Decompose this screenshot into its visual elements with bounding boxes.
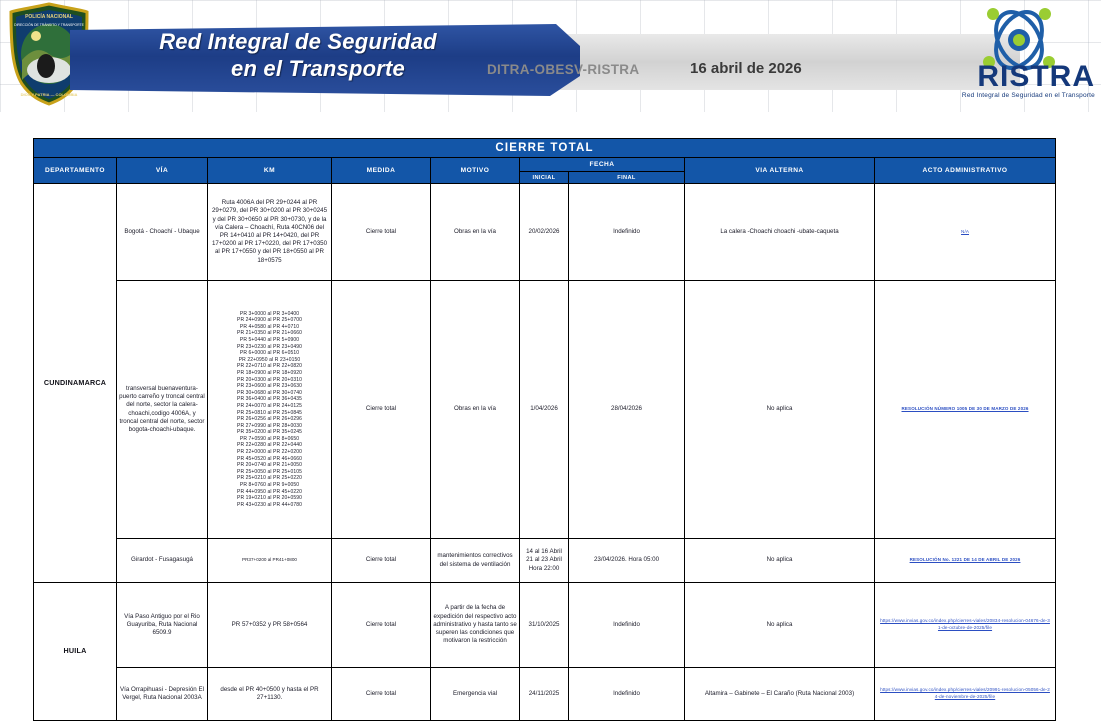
cell-km: PR37+0200 al PR41+0800 <box>207 538 332 583</box>
cell-via: Vía Orrapihuasi - Depresión El Vergel, R… <box>116 667 208 721</box>
cell-medida: Cierre total <box>331 667 431 721</box>
acto-administrativo-link[interactable]: RESOLUCIÓN No. 1221 DE 14 DE ABRIL DE 20… <box>909 557 1021 563</box>
cell-acto-administrativo: https://www.invias.gov.co/index.php/cier… <box>873 582 1057 668</box>
svg-text:DIRECCIÓN DE TRÁNSITO Y TRANSP: DIRECCIÓN DE TRÁNSITO Y TRANSPORTE <box>14 22 84 27</box>
cell-medida: Cierre total <box>331 582 431 668</box>
cell-fecha-inicial: 1/04/2026 <box>519 280 569 539</box>
cell-fecha-final: Indefinido <box>568 667 685 721</box>
banner-line-2: en el Transporte <box>231 56 405 81</box>
cell-fecha-inicial: 31/10/2025 <box>519 582 569 668</box>
table-title: CIERRE TOTAL <box>32 138 1057 158</box>
cell-motivo: Obras en la vía <box>430 280 520 539</box>
cierre-total-table-container: CIERRE TOTAL DEPARTAMENTO VÍA KM MEDIDA … <box>32 138 1057 721</box>
header-subtitle: DITRA-OBESV-RISTRA <box>487 62 640 77</box>
header-banner-shape <box>70 24 580 96</box>
ristra-atom-icon <box>983 8 1055 70</box>
cell-departamento: CUNDINAMARCA <box>33 183 117 583</box>
svg-text:DIOS Y PATRIA — COLOMBIA: DIOS Y PATRIA — COLOMBIA <box>21 92 78 97</box>
col-medida: MEDIDA <box>331 157 431 184</box>
cell-km: desde el PR 40+0500 y hasta el PR 27+113… <box>207 667 332 721</box>
table-header-row-1: DEPARTAMENTO VÍA KM MEDIDA MOTIVO FECHA … <box>33 157 1057 184</box>
cierre-total-table: CIERRE TOTAL DEPARTAMENTO VÍA KM MEDIDA … <box>32 138 1057 721</box>
header-date: 16 abril de 2026 <box>690 60 802 77</box>
cell-fecha-final: Indefinido <box>568 582 685 668</box>
cell-acto-administrativo: RESOLUCIÓN No. 1221 DE 14 DE ABRIL DE 20… <box>873 538 1057 583</box>
table-body: CUNDINAMARCA Bogotá - Choachí - Ubaque Rut… <box>33 183 1057 721</box>
table-row: transversal buenaventura-puerto carreño … <box>34 280 1057 539</box>
col-via: VÍA <box>116 157 208 184</box>
col-fecha-final: FINAL <box>568 171 685 184</box>
col-via-alterna: VIA ALTERNA <box>684 157 875 184</box>
cell-motivo: mantenimientos correctivos del sistema d… <box>430 538 520 583</box>
acto-administrativo-link[interactable]: RESOLUCIÓN NÚMERO 1005 DE 30 DE MARZO DE… <box>901 406 1029 412</box>
cell-acto-administrativo: N/A <box>873 183 1057 281</box>
cell-motivo: Obras en la vía <box>430 183 520 281</box>
cell-via: Vía Paso Antiguo por el Rio Guayuriba, R… <box>116 582 208 668</box>
col-acto-administrativo: ACTO ADMINISTRATIVO <box>873 157 1057 184</box>
cell-via: Girardot - Fusagasugá <box>116 538 208 583</box>
cell-departamento: HUILA <box>33 582 117 721</box>
cell-via-alterna: No aplica <box>684 280 875 539</box>
cell-fecha-final: 23/04/2026. Hora 05:00 <box>568 538 685 583</box>
cell-km: Ruta 4006A del PR 29+0244 al PR 29+0279,… <box>207 183 332 281</box>
acto-administrativo-link[interactable]: https://www.invias.gov.co/index.php/cier… <box>880 687 1050 699</box>
police-shield-icon: POLICÍA NACIONAL DIRECCIÓN DE TRÁNSITO Y… <box>9 2 89 106</box>
table-row: Vía Orrapihuasi - Depresión El Vergel, R… <box>34 667 1057 721</box>
header-banner-title: Red Integral de Seguridad en el Transpor… <box>88 28 508 82</box>
svg-text:POLICÍA NACIONAL: POLICÍA NACIONAL <box>25 12 73 20</box>
cell-acto-administrativo: https://www.invias.gov.co/index.php/cier… <box>873 667 1057 721</box>
col-fecha: FECHA <box>519 157 685 172</box>
banner-line-1: Red Integral de Seguridad <box>159 29 437 54</box>
cell-fecha-final: Indefinido <box>568 183 685 281</box>
cell-fecha-inicial: 20/02/2026 <box>519 183 569 281</box>
cell-fecha-final: 28/04/2026 <box>568 280 685 539</box>
table-row: HUILA Vía Paso Antiguo por el Rio Guayuri… <box>33 582 1057 721</box>
cell-fecha-inicial: 24/11/2025 <box>519 667 569 721</box>
col-fecha-inicial: INICIAL <box>519 171 569 184</box>
acto-administrativo-link[interactable]: N/A <box>961 228 969 234</box>
col-departamento: DEPARTAMENTO <box>33 157 117 184</box>
col-km: KM <box>207 157 332 184</box>
cell-via: Bogotá - Choachí - Ubaque <box>116 183 208 281</box>
cell-fecha-inicial: 14 al 16 Abril 21 al 23 Abril Hora 22:00 <box>519 538 569 583</box>
cell-via-alterna: Altamira – Gabinete – El Caraño (Ruta Na… <box>684 667 875 721</box>
cell-via-alterna: La calera -Choachi choachi -ubate-caquet… <box>684 183 875 281</box>
ristra-tagline: Red Integral de Seguridad en el Transpor… <box>961 92 1095 99</box>
table-row: Girardot - Fusagasugá PR37+0200 al PR41+0… <box>34 538 1057 583</box>
cell-medida: Cierre total <box>331 538 431 583</box>
cell-via-alterna: No aplica <box>684 538 875 583</box>
cell-via-alterna: No aplica <box>684 582 875 668</box>
cell-medida: Cierre total <box>331 183 431 281</box>
cell-medida: Cierre total <box>331 280 431 539</box>
cell-km: PR 3+0000 al PR 3+0400 PR 24+0900 al PR … <box>207 280 332 539</box>
cell-km: PR 57+0352 y PR 58+0564 <box>207 582 332 668</box>
cell-acto-administrativo: RESOLUCIÓN NÚMERO 1005 DE 30 DE MARZO DE… <box>873 280 1057 539</box>
page-header: POLICÍA NACIONAL DIRECCIÓN DE TRÁNSITO Y… <box>0 0 1101 112</box>
table-row: CUNDINAMARCA Bogotá - Choachí - Ubaque Rut… <box>33 183 1057 583</box>
cell-via: transversal buenaventura-puerto carreño … <box>116 280 208 539</box>
col-motivo: MOTIVO <box>430 157 520 184</box>
ristra-wordmark: RISTRA <box>977 60 1095 93</box>
table-header-row-2: INICIAL FINAL <box>34 171 1056 184</box>
table-title-row: CIERRE TOTAL <box>32 138 1057 158</box>
cell-motivo: A partir de la fecha de expedición del r… <box>430 582 520 668</box>
cell-motivo: Emergencia vial <box>430 667 520 721</box>
acto-administrativo-link[interactable]: https://www.invias.gov.co/index.php/cier… <box>880 618 1050 630</box>
